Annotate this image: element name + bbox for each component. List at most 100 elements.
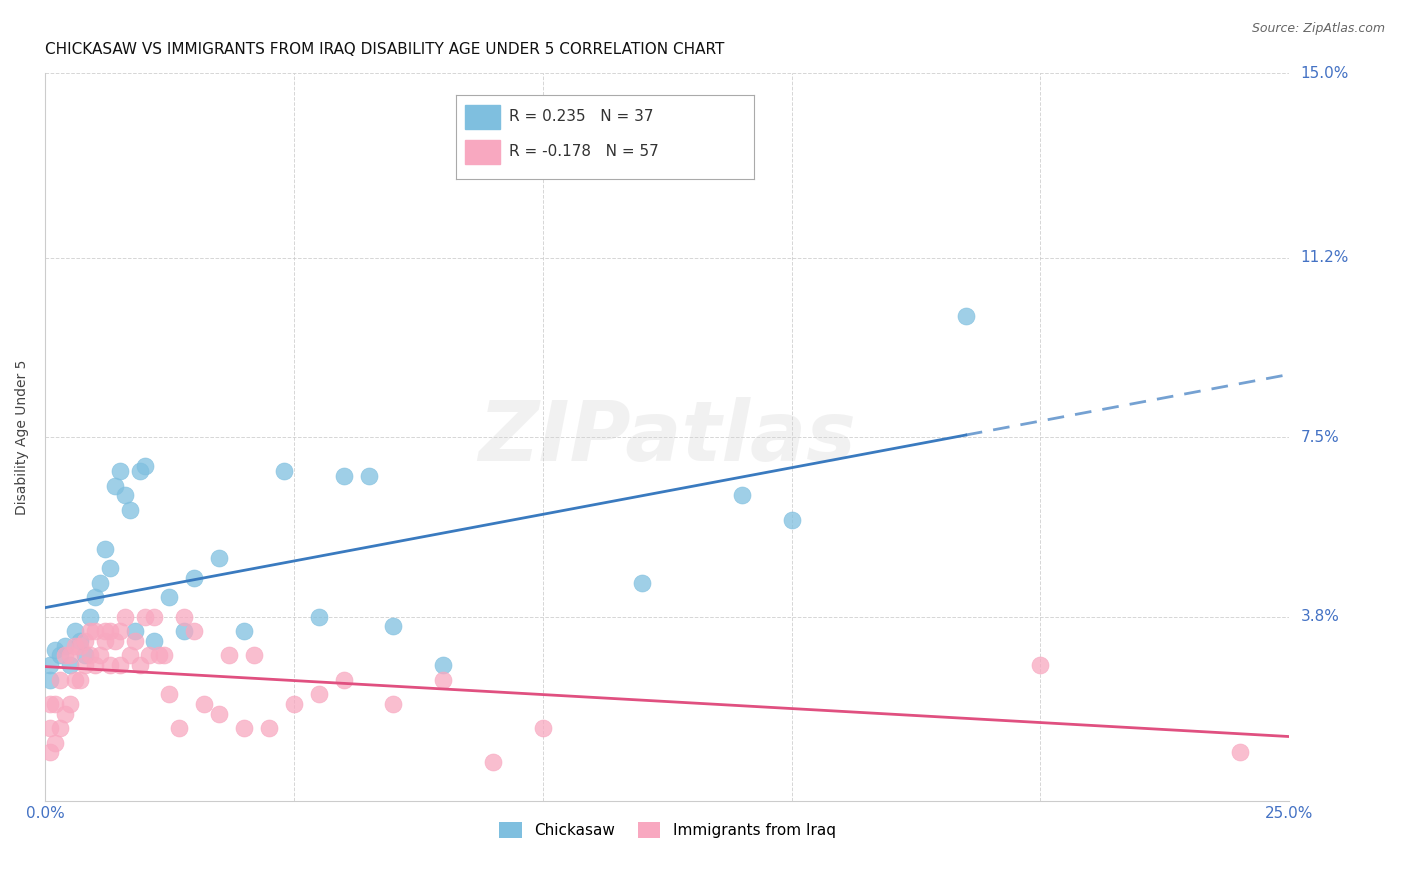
Text: Source: ZipAtlas.com: Source: ZipAtlas.com	[1251, 22, 1385, 36]
Point	[955, 309, 977, 323]
Point	[218, 648, 240, 663]
Point	[104, 633, 127, 648]
Text: 11.2%: 11.2%	[1301, 250, 1348, 265]
Point	[173, 624, 195, 638]
Point	[93, 624, 115, 638]
Point	[273, 464, 295, 478]
Point	[53, 648, 76, 663]
Point	[173, 609, 195, 624]
Point	[79, 648, 101, 663]
Point	[53, 706, 76, 721]
Point	[531, 721, 554, 735]
Point	[134, 609, 156, 624]
Point	[49, 673, 72, 687]
Point	[143, 633, 166, 648]
Text: 3.8%: 3.8%	[1301, 609, 1340, 624]
Point	[208, 551, 231, 566]
Point	[257, 721, 280, 735]
Point	[118, 648, 141, 663]
Point	[73, 633, 96, 648]
Point	[308, 609, 330, 624]
Point	[73, 658, 96, 673]
Point	[114, 488, 136, 502]
Point	[44, 697, 66, 711]
Point	[69, 639, 91, 653]
Point	[183, 624, 205, 638]
Point	[63, 624, 86, 638]
Point	[39, 721, 62, 735]
Point	[128, 464, 150, 478]
Point	[59, 648, 82, 663]
Text: 7.5%: 7.5%	[1301, 430, 1339, 444]
Point	[83, 590, 105, 604]
Point	[59, 697, 82, 711]
Point	[114, 609, 136, 624]
Point	[143, 609, 166, 624]
Point	[83, 624, 105, 638]
Text: ZIPatlas: ZIPatlas	[478, 397, 856, 477]
Point	[183, 571, 205, 585]
Point	[432, 673, 454, 687]
Point	[98, 561, 121, 575]
Point	[332, 673, 354, 687]
Y-axis label: Disability Age Under 5: Disability Age Under 5	[15, 359, 30, 515]
Point	[153, 648, 176, 663]
Point	[49, 721, 72, 735]
Point	[1029, 658, 1052, 673]
Point	[73, 648, 96, 663]
Point	[79, 624, 101, 638]
Point	[382, 619, 405, 633]
Point	[83, 658, 105, 673]
Point	[208, 706, 231, 721]
Point	[124, 633, 146, 648]
Point	[93, 541, 115, 556]
Point	[780, 512, 803, 526]
Point	[93, 633, 115, 648]
Text: CHICKASAW VS IMMIGRANTS FROM IRAQ DISABILITY AGE UNDER 5 CORRELATION CHART: CHICKASAW VS IMMIGRANTS FROM IRAQ DISABI…	[45, 42, 724, 57]
Point	[432, 658, 454, 673]
Point	[357, 468, 380, 483]
Point	[98, 624, 121, 638]
Legend: Chickasaw, Immigrants from Iraq: Chickasaw, Immigrants from Iraq	[492, 816, 842, 844]
Point	[731, 488, 754, 502]
Point	[49, 648, 72, 663]
Point	[69, 633, 91, 648]
Point	[482, 755, 505, 769]
Point	[134, 459, 156, 474]
Point	[233, 624, 256, 638]
Point	[104, 478, 127, 492]
Point	[63, 673, 86, 687]
Point	[44, 736, 66, 750]
Point	[108, 658, 131, 673]
Point	[79, 609, 101, 624]
Point	[53, 639, 76, 653]
Point	[332, 468, 354, 483]
Point	[138, 648, 160, 663]
Point	[382, 697, 405, 711]
Point	[157, 687, 180, 701]
Point	[233, 721, 256, 735]
Point	[89, 648, 111, 663]
Point	[193, 697, 215, 711]
Point	[169, 721, 191, 735]
Text: 15.0%: 15.0%	[1301, 66, 1348, 80]
Point	[308, 687, 330, 701]
Point	[1229, 745, 1251, 759]
Point	[243, 648, 266, 663]
Point	[69, 673, 91, 687]
Point	[89, 575, 111, 590]
Point	[59, 658, 82, 673]
Point	[39, 673, 62, 687]
Point	[108, 624, 131, 638]
Point	[124, 624, 146, 638]
Point	[128, 658, 150, 673]
Point	[44, 643, 66, 657]
Point	[148, 648, 170, 663]
Point	[118, 503, 141, 517]
Point	[283, 697, 305, 711]
Point	[157, 590, 180, 604]
Point	[108, 464, 131, 478]
Point	[631, 575, 654, 590]
Point	[98, 658, 121, 673]
Point	[63, 639, 86, 653]
